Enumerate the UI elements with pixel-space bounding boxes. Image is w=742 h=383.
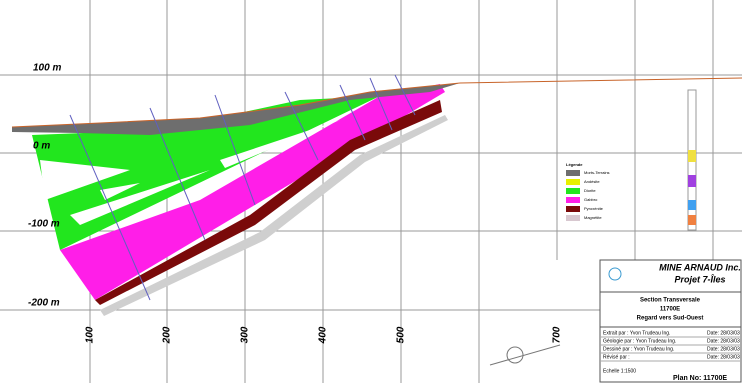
elevation-label: -100 m xyxy=(28,219,60,230)
logo xyxy=(608,267,622,281)
scale-swatch xyxy=(688,215,696,225)
gap xyxy=(40,160,130,200)
drill-hole xyxy=(339,84,366,141)
easting-label: 400 xyxy=(318,326,329,344)
gap xyxy=(70,170,210,225)
legend-swatch xyxy=(566,197,580,203)
legend-swatch xyxy=(566,215,580,221)
legend-swatch xyxy=(566,179,580,185)
easting-label: 100 xyxy=(85,326,96,343)
drill-holes xyxy=(69,74,416,301)
drill-hole xyxy=(149,107,206,241)
drill-hole xyxy=(69,114,151,301)
scale-swatch xyxy=(688,150,696,162)
legend-swatch xyxy=(566,206,580,212)
drill-hole xyxy=(284,91,319,161)
surface xyxy=(11,77,742,128)
title-block: MINE ARNAUD Inc. Projet 7-Îles Section T… xyxy=(599,259,742,383)
pyroxenite xyxy=(95,100,442,305)
plan: Plan No: 11700E xyxy=(673,375,727,382)
easting-labels: 100 200 300 400 500 700 xyxy=(85,326,563,344)
legend-swatch xyxy=(566,170,580,176)
title-frame xyxy=(599,259,742,383)
project: Projet 7-Îles xyxy=(674,273,725,284)
legend-swatch xyxy=(566,188,580,194)
gap xyxy=(100,183,140,200)
gap xyxy=(220,120,340,168)
easting-label: 500 xyxy=(396,326,407,343)
strata xyxy=(11,74,742,316)
elevation-label: 100 m xyxy=(33,63,61,74)
arrow-line xyxy=(489,344,561,366)
legend-label: Diorite xyxy=(584,188,596,193)
row-date: Date: 28/03/03 xyxy=(707,338,740,344)
legend-label: Pyroxénite xyxy=(584,206,604,211)
scale-swatch xyxy=(688,200,696,210)
magnetite xyxy=(100,115,448,316)
legend-title: Légende xyxy=(566,162,583,167)
view: Regard vers Sud-Ouest xyxy=(637,316,704,322)
row-date: Date: 28/03/03 xyxy=(707,354,740,360)
compass xyxy=(506,346,524,364)
row-label: Géologie par : Yvon Trudeau Ing. xyxy=(603,338,676,344)
legend-label: Gabbro xyxy=(584,197,598,202)
row-label: Dessiné par : Yvon Trudeau Ing. xyxy=(603,346,674,352)
easting-label: 200 xyxy=(162,326,173,344)
elevation-label: 0 m xyxy=(33,141,50,152)
row-date: Date: 28/03/03 xyxy=(707,346,740,352)
section-id: 11700E xyxy=(660,307,680,313)
gabbro xyxy=(60,84,445,300)
row-date: Date: 28/03/03 xyxy=(707,330,740,336)
easting-label: 300 xyxy=(240,326,251,343)
drill-hole xyxy=(214,94,256,206)
legend-label: Andésite xyxy=(584,179,600,184)
scale: Echelle 1:1500 xyxy=(603,368,636,374)
diorite xyxy=(32,96,380,250)
legend-label: Magnétite xyxy=(584,215,602,220)
row-label: Extrait par : Yvon Trudeau Ing. xyxy=(603,330,670,336)
elevation-label: -200 m xyxy=(28,298,60,309)
section: Section Transversale xyxy=(640,298,701,304)
drill-hole xyxy=(369,77,393,131)
legend-label: Morts-Terrains xyxy=(584,170,610,175)
row-label: Révisé par : xyxy=(603,354,630,360)
easting-label: 700 xyxy=(552,326,563,343)
drill-hole xyxy=(394,74,416,116)
north-arrow xyxy=(489,344,561,366)
company: MINE ARNAUD Inc. xyxy=(659,262,741,272)
scale-swatch xyxy=(688,175,696,187)
color-scale xyxy=(687,89,697,231)
